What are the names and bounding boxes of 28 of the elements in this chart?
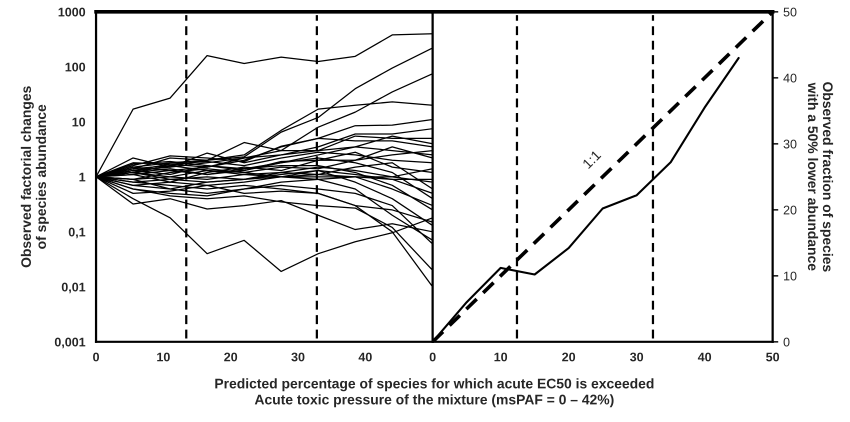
y-tick-label: 20 — [784, 206, 796, 214]
x-tick-label: 30 — [630, 352, 644, 362]
y-tick-label: 0,1 — [68, 228, 86, 238]
y-tick-label: 10 — [72, 118, 86, 126]
x-tick-label: 0 — [430, 352, 436, 362]
annotation: 1:1 — [582, 150, 602, 169]
x-tick-label: 20 — [562, 352, 576, 362]
x-tick-label: 0 — [93, 352, 100, 362]
x-tick-label: 10 — [494, 352, 508, 362]
y-tick-label: 40 — [783, 74, 796, 82]
y-tick-label: 50 — [784, 8, 796, 16]
x-tick-label: 40 — [358, 352, 372, 362]
y-tick-label: 0,01 — [62, 282, 86, 294]
y-tick-label: 0 — [784, 338, 790, 346]
x-tick-label: 30 — [291, 352, 304, 362]
y-tick-label: 10 — [784, 272, 796, 280]
x-axis-title: Predicted percentage of species for which acute EC50 is exceeded Acute toxic pressure of the mixture (msPAF = 0 – 42%) — [215, 378, 654, 408]
y-axis-title: Observed factorial changes of species abundance — [20, 86, 49, 268]
y-tick-label: 100 — [66, 62, 86, 72]
y-axis-title: Observed fraction of species with a 50% lower abundance — [808, 82, 834, 272]
y-tick-label: 1000 — [58, 8, 86, 16]
y-tick-label: 1 — [79, 172, 86, 182]
x-tick-label: 10 — [157, 352, 170, 362]
y-tick-label: 30 — [784, 140, 796, 148]
x-tick-label: 20 — [224, 352, 238, 362]
x-tick-label: 40 — [698, 352, 712, 362]
y-tick-label: 0,001 — [54, 338, 86, 348]
x-tick-label: 50 — [766, 352, 780, 362]
